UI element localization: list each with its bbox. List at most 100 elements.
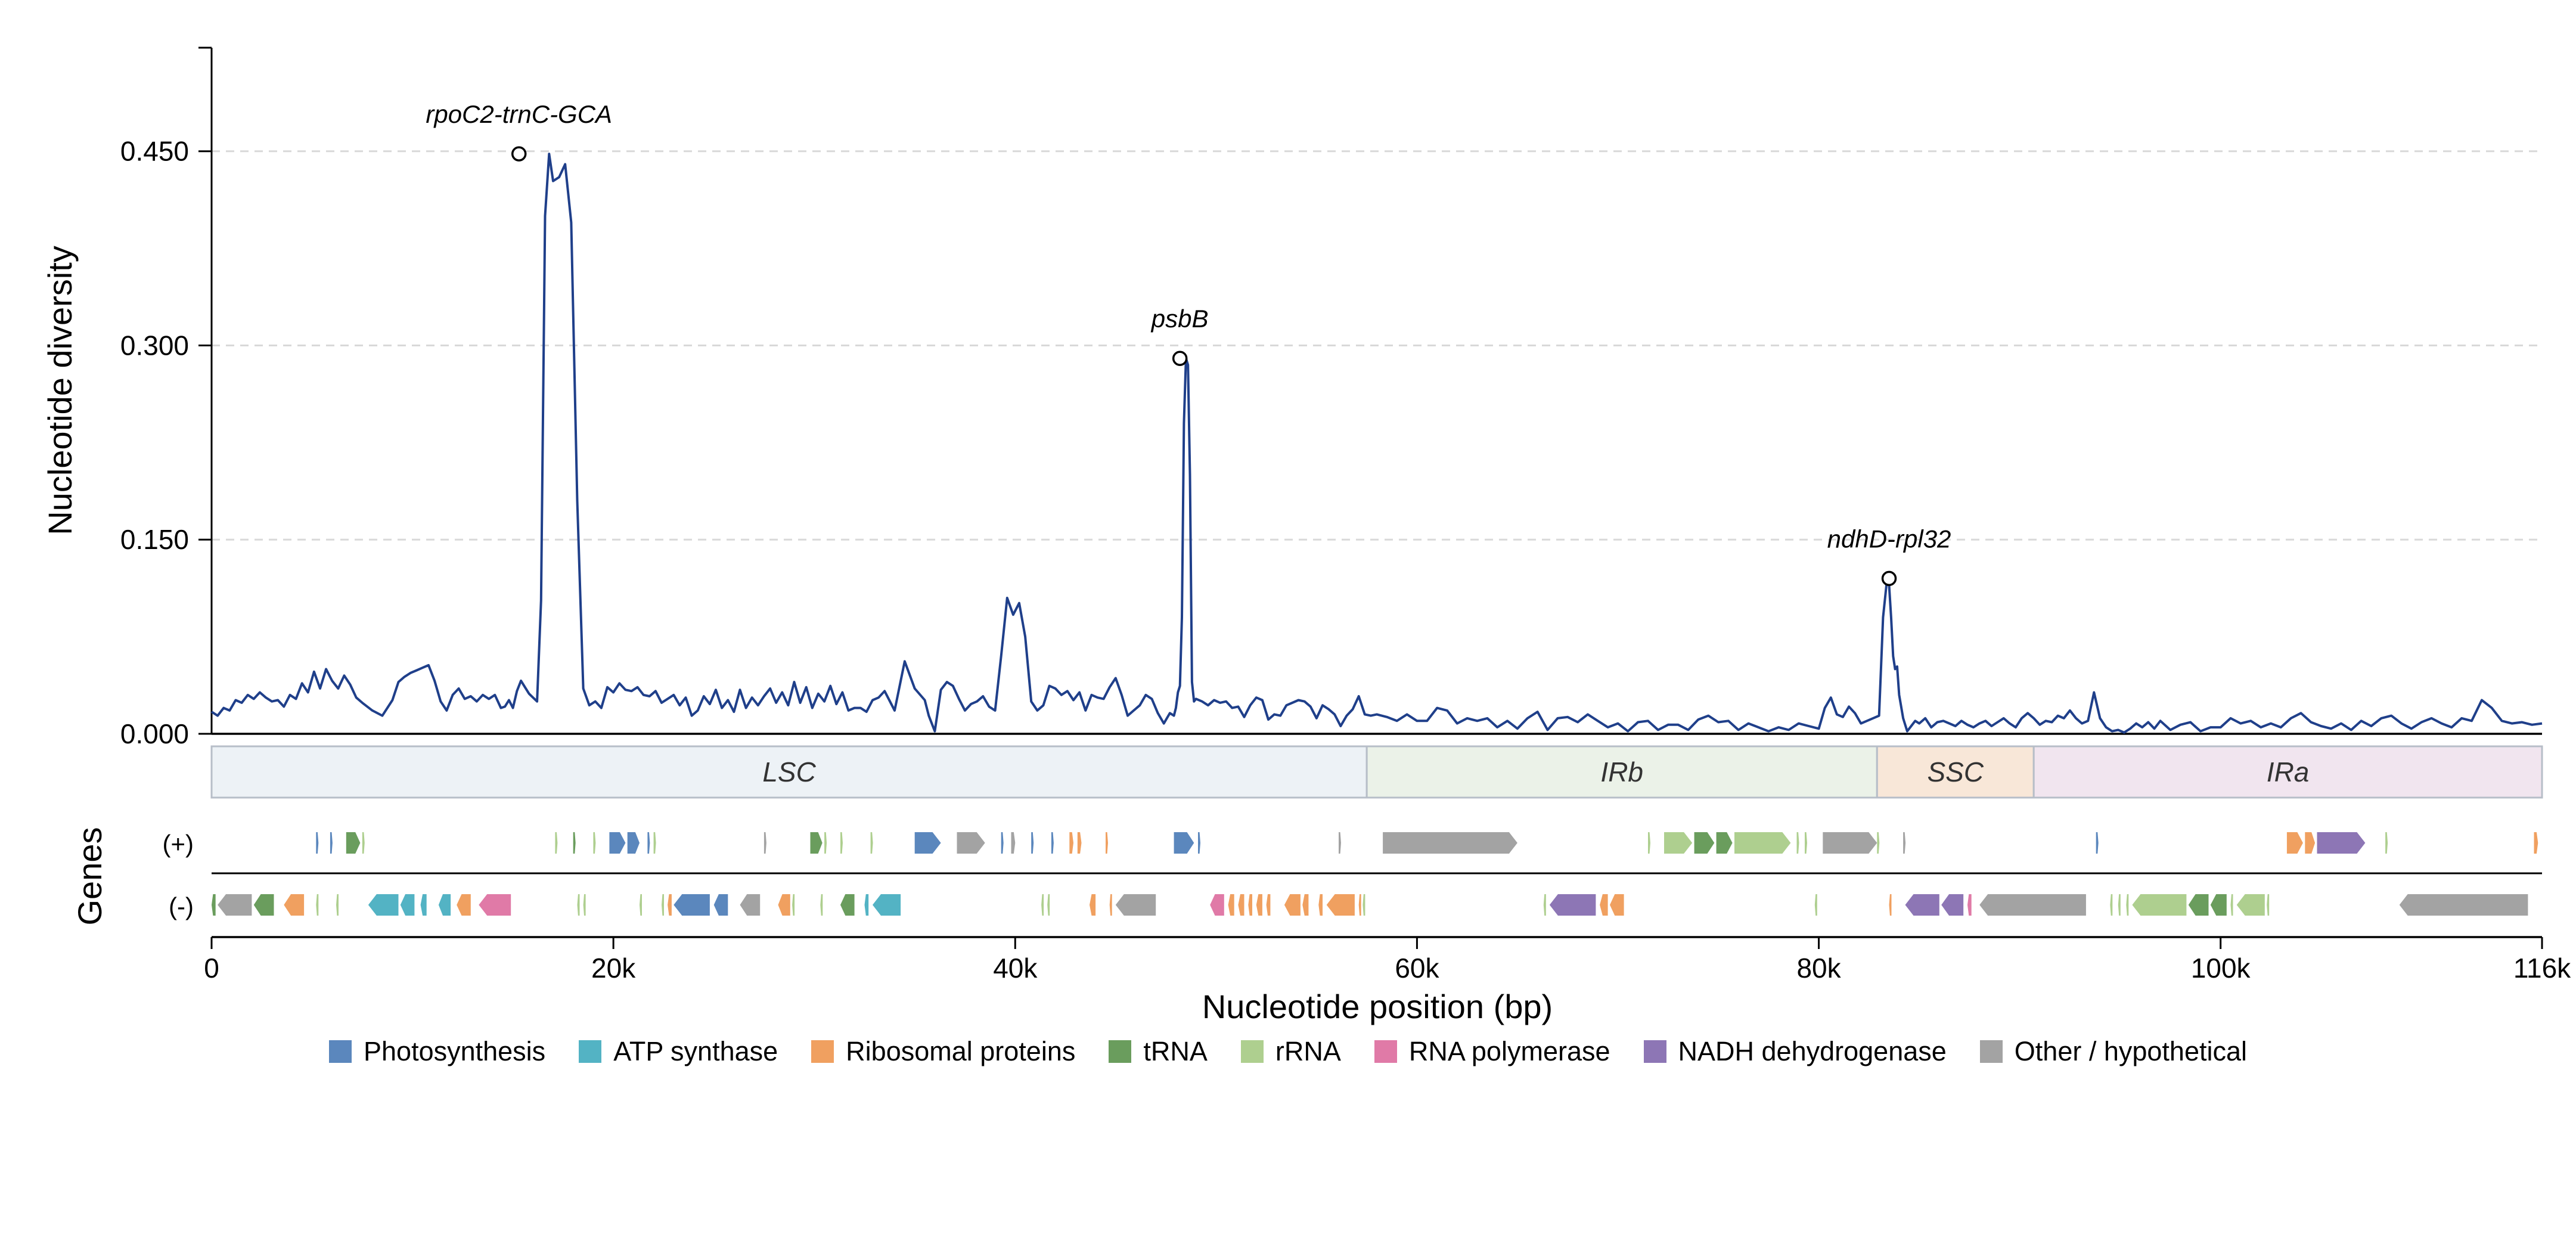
gene-photo [1051,832,1054,854]
gene-photo [1198,832,1200,854]
region-irb [1365,745,1878,799]
gene-ribo [1248,894,1252,916]
gene-other [1383,832,1517,854]
gene-rrna [2118,894,2121,916]
legend-label: tRNA [1143,1036,1208,1066]
gene-other [764,832,766,854]
gene-ndh [1941,894,1964,916]
x-tick-label: 60k [1395,953,1439,984]
gene-ribo [1106,832,1108,854]
gene-ribo [2286,832,2303,854]
gene-ribo [1326,894,1355,916]
gene-rrna [2230,894,2233,916]
gene-rrna [2110,894,2113,916]
gene-trna [1694,832,1715,854]
diversity-line [210,153,2543,734]
gene-rrna [336,894,339,916]
gene-rrna [662,894,664,916]
plus-strand-label: (+) [163,830,194,858]
gene-ribo [668,894,672,916]
peak-label: ndhD-rpl32 [1827,525,1951,553]
region-label: IRb [1600,756,1643,787]
gene-ribo [1077,832,1082,854]
region-track: LSC IRb SSC IRa [210,745,2543,799]
gene-ribo [1610,894,1624,916]
gene-rrna [1796,832,1799,854]
gene-rrna [2267,894,2270,916]
gene-ribo [778,894,790,916]
gene-photo [674,894,710,916]
gene-rrna [870,832,873,854]
legend-item: rRNA [1240,1036,1341,1067]
gene-photo [609,832,626,854]
gene-ribo [1266,894,1271,916]
region-label: LSC [762,756,816,787]
gene-rrna [362,832,365,854]
legend-swatch [1979,1040,2003,1063]
legend-item: tRNA [1109,1036,1208,1067]
gene-ndh [2317,832,2366,854]
legend-item: Other / hypothetical [1979,1036,2247,1067]
gene-ribo [1109,894,1112,916]
gene-atp [438,894,451,916]
gene-other [1115,894,1156,916]
gene-trna [253,894,274,916]
x-tick-label: 116k [2513,953,2571,984]
gene-track [212,832,2542,916]
region-label: IRa [2267,756,2310,787]
gene-ribo [2534,832,2538,854]
gene-rrna [1734,832,1791,854]
legend-label: Other / hypothetical [2014,1036,2247,1066]
gene-ribo [1228,894,1234,916]
gene-rrna [820,894,823,916]
gene-ribo [1600,894,1608,916]
peak-marker [511,146,527,162]
y-tick-label: 0.150 [120,524,189,555]
x-tick-label: 40k [993,953,1038,984]
gene-ribo [2305,832,2316,854]
gene-ribo [1256,894,1262,916]
axes: 0.000 0.150 0.300 0.450 0 20k 40k 60k 80k 100k 116… [120,46,2571,984]
gene-other [1339,832,1341,854]
gene-rrna [593,832,596,854]
gene-other [218,894,252,916]
y-tick-label: 0.450 [120,136,189,167]
legend-label: RNA polymerase [1408,1036,1610,1066]
gene-rrna [1877,832,1880,854]
gene-rrna [1805,832,1807,854]
gene-photo [713,894,728,916]
gene-trna [1716,832,1733,854]
legend-swatch [1374,1040,1397,1063]
gene-ndh [1905,894,1939,916]
gene-rrna [792,894,795,916]
peak-label: psbB [1150,305,1209,333]
x-tick-label: 100k [2191,953,2251,984]
legend-label: Photosynthesis [364,1036,546,1066]
peak-annotations: rpoC2-trnC-GCA psbB ndhD-rpl32 [426,100,1951,587]
gene-atp [400,894,415,916]
gene-rrna [2385,832,2388,854]
gene-ribo [1358,894,1361,916]
legend-swatch [579,1040,602,1063]
y-tick-label: 0.000 [120,718,189,749]
gene-other [1011,832,1016,854]
y-tick-label: 0.300 [120,330,189,361]
legend-label: rRNA [1275,1036,1341,1066]
gene-ribo [1090,894,1096,916]
gene-trna [2210,894,2227,916]
legend-item: Photosynthesis [329,1036,545,1067]
legend-item: RNA polymerase [1374,1036,1610,1067]
gene-rrna [1648,832,1650,854]
gene-photo [330,832,333,854]
gene-trna [346,832,361,854]
gene-other [740,894,761,916]
y-axis-title: Nucleotide diversity [41,246,79,535]
gene-trna [212,894,216,916]
gene-rrna [1041,894,1044,916]
gene-rrna [583,894,586,916]
gene-rrna [2132,894,2187,916]
gene-atp [864,894,869,916]
gene-ribo [457,894,471,916]
gene-rrna [640,894,642,916]
